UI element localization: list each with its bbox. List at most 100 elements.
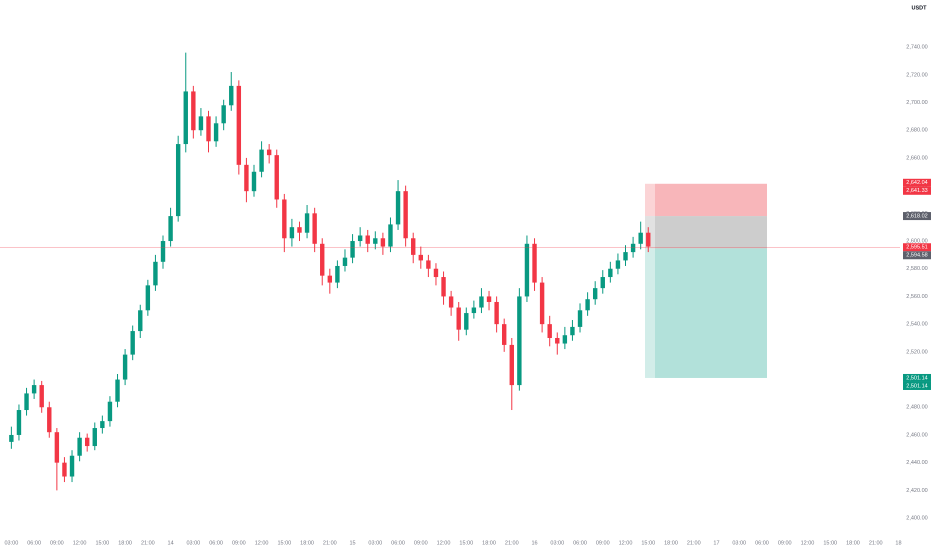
y-tick-label: 2,440.00 [906,460,927,466]
candle-body [107,401,113,422]
candle-body [486,296,492,302]
candle-body [327,275,333,283]
candle-body [388,224,393,247]
candle-body [494,301,499,325]
candle-body [236,85,242,165]
candle-body [380,238,386,247]
candle-body [471,307,477,314]
candle-body [100,421,105,429]
candle-body [69,455,75,477]
x-tick-label: 18:00 [846,540,860,546]
y-tick-label: 2,660.00 [906,155,927,161]
y-tick-label: 2,480.00 [906,405,927,411]
x-tick-label: 03:00 [186,540,200,546]
price-tag-label: 2,618.02 [906,214,927,220]
y-tick-label: 2,600.00 [906,238,927,244]
candle-body [251,171,257,192]
candle-body [365,235,370,244]
x-tick-label: 09:00 [778,540,792,546]
y-tick-label: 2,420.00 [906,488,927,494]
x-tick-label: 15:00 [95,540,109,546]
x-tick-label: 12:00 [801,540,815,546]
candle-body [623,252,628,261]
x-tick-label: 15:00 [823,540,837,546]
candle-body [350,241,355,258]
x-tick-label: 12:00 [73,540,87,546]
candle-body [335,265,340,283]
candle-body [600,277,605,289]
entry-zone-fade [645,216,655,249]
candle-body [532,243,537,283]
candle-body [274,155,279,200]
x-tick-label: 16 [531,540,537,546]
price-tag [903,373,931,382]
candle-body [418,254,423,261]
candle-body [312,213,317,244]
candle-body [259,149,264,172]
x-tick-label: 09:00 [232,540,246,546]
x-tick-label: 21:00 [869,540,883,546]
candle-body [524,243,530,297]
candle-body [547,324,552,338]
x-tick-label: 15:00 [459,540,473,546]
x-tick-label: 12:00 [255,540,269,546]
candle-body [16,410,22,435]
x-tick-label: 06:00 [755,540,769,546]
x-tick-label: 03:00 [4,540,18,546]
candle-body [395,191,401,225]
candle-body [62,462,67,477]
x-tick-label: 09:00 [50,540,64,546]
candle-body [357,235,363,242]
stop-zone [655,183,767,217]
candle-body [221,105,226,124]
candle-body [24,393,29,411]
candle-body [441,277,446,297]
y-tick-label: 2,540.00 [906,322,927,328]
candle-body [562,335,568,344]
x-tick-label: 09:00 [596,540,610,546]
x-tick-label: 18:00 [300,540,314,546]
candle-body [509,344,514,386]
y-tick-label: 2,460.00 [906,432,927,438]
price-tag-label: 2,595.51 [906,245,927,251]
x-tick-label: 03:00 [550,540,564,546]
candle-body [539,282,545,325]
candle-body [638,232,643,244]
candle-body [448,296,454,308]
stop-zone-fade [645,183,655,217]
x-tick-label: 03:00 [368,540,382,546]
unit-label: USDT [912,5,928,11]
candle-body [145,285,151,311]
candle-body [122,354,128,380]
x-tick-label: 18:00 [664,540,678,546]
price-tag [903,251,931,260]
candle-body [229,85,234,106]
candle-body [244,164,249,192]
x-tick-label: 18:00 [482,540,496,546]
x-tick-label: 14 [168,540,174,546]
candle-body [608,268,613,278]
y-tick-label: 2,740.00 [906,45,927,51]
candle-body [630,243,636,253]
candle-body [403,191,408,239]
x-tick-label: 06:00 [391,540,405,546]
x-tick-label: 06:00 [209,540,223,546]
x-tick-label: 18:00 [118,540,132,546]
candle-body [456,307,461,330]
price-tag [903,243,931,252]
candle-body [426,260,431,269]
y-tick-label: 2,580.00 [906,266,927,272]
candle-body [304,213,310,233]
candle-body [570,326,575,336]
candle-body [175,144,181,217]
candle-body [585,299,590,311]
price-tag-label: 2,501.14 [906,375,927,381]
candle-body [84,437,90,447]
candle-body [92,428,97,447]
x-tick-label: 21:00 [141,540,155,546]
candle-body [54,432,60,463]
candle-body [153,261,158,286]
candle-body [646,232,651,247]
price-tag-label: 2,501.14 [906,383,927,389]
